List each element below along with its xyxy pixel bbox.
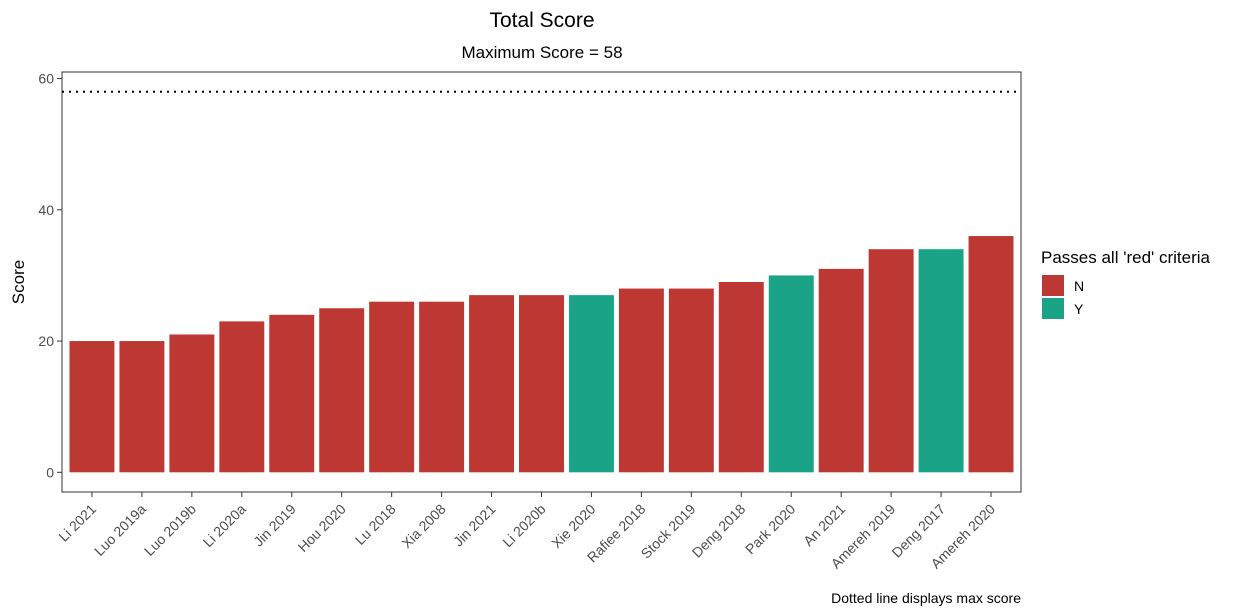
bar-luo-2019b — [169, 334, 215, 473]
bar-jin-2019 — [269, 314, 315, 473]
bar-stock-2019 — [668, 288, 714, 473]
x-tick-label: Lu 2018 — [352, 501, 399, 548]
legend-swatch-n — [1042, 275, 1064, 296]
bar-xia-2008 — [419, 301, 465, 473]
legend-swatch-y — [1042, 298, 1064, 319]
bar-park-2020 — [768, 275, 814, 473]
x-tick-label: Park 2020 — [742, 501, 799, 558]
x-tick-label: Hou 2020 — [295, 501, 349, 555]
chart-title: Total Score — [489, 9, 594, 32]
x-tick-label: Xia 2008 — [398, 501, 449, 552]
y-tick-label: 40 — [38, 202, 54, 218]
bar-li-2020a — [219, 321, 265, 473]
legend-title: Passes all 'red' criteria — [1041, 248, 1211, 267]
bar-deng-2018 — [718, 282, 764, 473]
x-tick-label: Luo 2019b — [141, 501, 199, 559]
y-axis: 0 20 40 60 — [38, 71, 62, 480]
x-tick-label: Jin 2021 — [450, 501, 499, 550]
bar-jin-2021 — [469, 295, 515, 473]
bar-li-2021 — [69, 341, 115, 473]
legend: NY — [1042, 275, 1084, 319]
y-tick-label: 60 — [38, 71, 54, 87]
bar-lu-2018 — [369, 301, 415, 473]
bar-amereh-2020 — [968, 236, 1014, 473]
y-tick-label: 0 — [46, 464, 54, 480]
x-tick-label: Stock 2019 — [638, 501, 699, 562]
bar-xie-2020 — [568, 295, 614, 473]
bar-rafiee-2018 — [618, 288, 664, 473]
chart-caption: Dotted line displays max score — [831, 590, 1021, 606]
x-tick-label: Luo 2019a — [91, 501, 149, 559]
bar-deng-2017 — [918, 249, 964, 473]
bar-li-2020b — [519, 295, 564, 473]
x-tick-label: Xie 2020 — [548, 501, 599, 552]
x-tick-label: Jin 2019 — [250, 501, 299, 550]
x-tick-label: Li 2020a — [200, 501, 249, 550]
bar-an-2021 — [818, 268, 864, 473]
bar-luo-2019a — [119, 341, 165, 473]
x-tick-label: Deng 2018 — [689, 501, 749, 561]
chart-subtitle: Maximum Score = 58 — [461, 43, 622, 62]
y-axis-title: Score — [9, 260, 28, 304]
legend-label-y: Y — [1074, 301, 1084, 317]
y-tick-label: 20 — [38, 333, 54, 349]
legend-label-n: N — [1074, 278, 1084, 294]
bars-layer — [69, 236, 1014, 473]
bar-amereh-2019 — [868, 249, 914, 473]
x-tick-label: An 2021 — [800, 501, 848, 549]
x-tick-label: Li 2020b — [499, 501, 548, 550]
bar-hou-2020 — [319, 308, 365, 473]
x-tick-label: Li 2021 — [55, 501, 99, 545]
